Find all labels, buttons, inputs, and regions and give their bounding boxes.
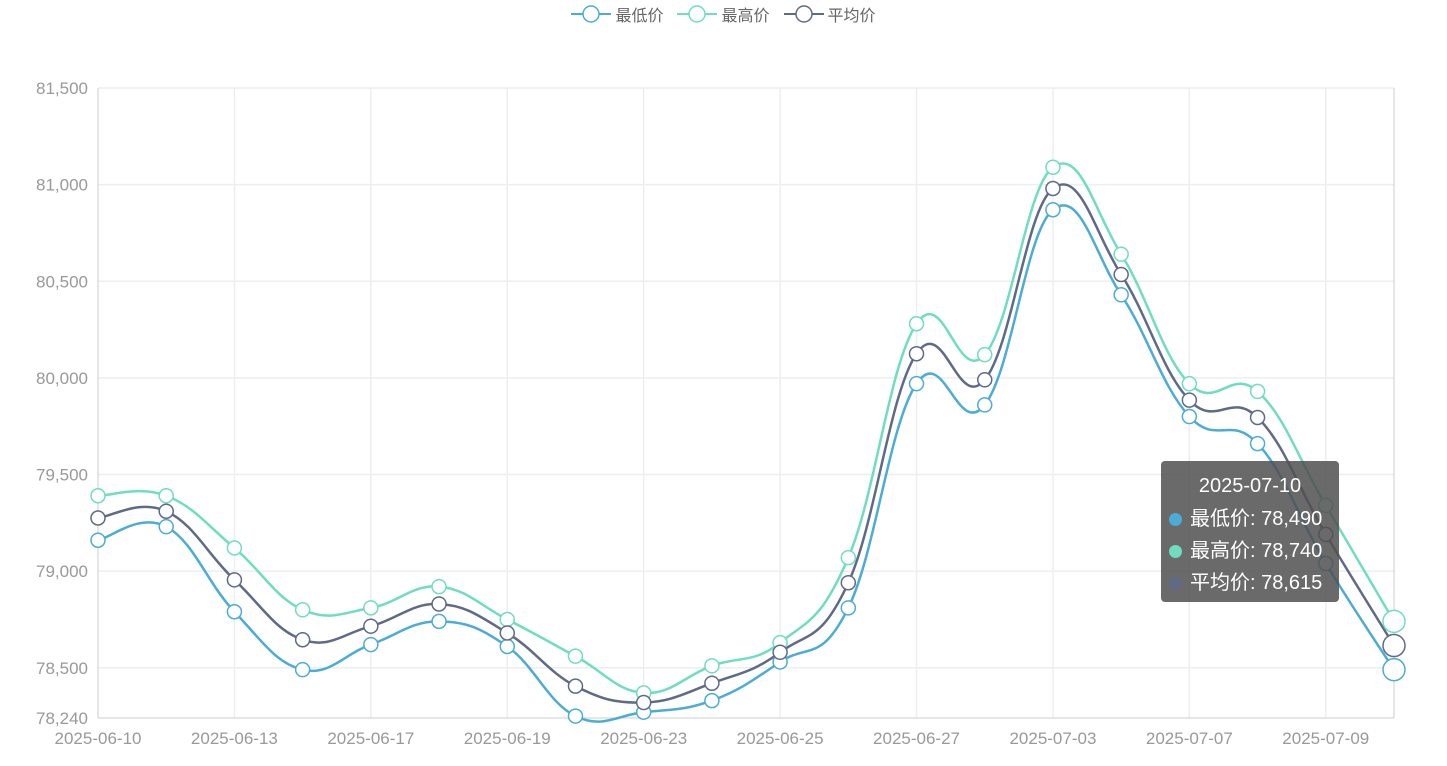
- chart-tooltip: 2025-07-10 最低价: 78,490 最高价: 78,740 平均价: …: [1161, 461, 1339, 602]
- tooltip-row-avg: 平均价: 78,615: [1169, 567, 1331, 599]
- data-point-low: [158, 518, 174, 535]
- data-point-high: [158, 488, 174, 504]
- data-point-high: [226, 540, 243, 556]
- data-point-high: [1249, 383, 1266, 400]
- data-point-avg: [976, 372, 993, 388]
- data-point-low: [431, 613, 447, 630]
- y-tick-label: 79,500: [36, 466, 88, 485]
- data-point-low: [1181, 408, 1198, 425]
- legend-marker-low-icon: [571, 5, 612, 23]
- data-point-avg: [1113, 266, 1129, 283]
- x-tick-label: 2025-06-17: [327, 729, 414, 748]
- series-line-avg: [97, 183, 1396, 704]
- data-point-avg: [567, 678, 584, 694]
- data-point-low: [226, 603, 243, 620]
- series-line-high: [97, 162, 1396, 695]
- data-point-high: [1113, 246, 1129, 262]
- data-point-low: [1045, 201, 1061, 218]
- data-point-low: [363, 636, 379, 653]
- data-point-high: [90, 488, 106, 504]
- data-point-avg: [294, 631, 311, 648]
- data-point-avg: [635, 694, 652, 711]
- x-tick-label: 2025-07-07: [1146, 729, 1233, 748]
- data-point-low: [840, 600, 857, 616]
- x-tick-label: 2025-07-09: [1282, 729, 1369, 748]
- y-tick-label: 79,000: [36, 562, 88, 581]
- data-point-low: [1382, 657, 1406, 682]
- x-tick-label: 2025-06-23: [600, 729, 687, 748]
- data-point-high: [1382, 609, 1406, 634]
- data-point-low: [499, 638, 516, 655]
- x-tick-label: 2025-06-25: [737, 729, 824, 748]
- x-tick-label: 2025-06-27: [873, 729, 960, 748]
- tooltip-value-avg: 平均价: 78,615: [1190, 572, 1323, 594]
- data-point-avg: [499, 625, 516, 641]
- tooltip-title: 2025-07-10: [1198, 475, 1302, 497]
- data-point-high: [1045, 159, 1061, 175]
- x-tick-label: 2025-06-13: [191, 729, 278, 748]
- data-point-low: [90, 532, 106, 548]
- data-point-avg: [363, 618, 379, 634]
- legend-label-low: 最低价: [615, 8, 664, 25]
- legend-label-high: 最高价: [721, 8, 770, 25]
- data-point-high: [499, 611, 516, 628]
- tooltip-dot-avg-icon: [1169, 576, 1182, 590]
- x-tick-label: 2025-07-03: [1009, 729, 1096, 748]
- tooltip-value-low: 最低价: 78,490: [1190, 508, 1323, 530]
- data-point-low: [704, 692, 720, 709]
- data-point-high: [294, 602, 311, 618]
- legend-item-low[interactable]: 最低价: [571, 2, 663, 26]
- data-point-avg: [840, 574, 857, 591]
- data-point-avg: [1045, 180, 1061, 197]
- legend-label-avg: 平均价: [827, 8, 876, 25]
- tooltip-row-low: 最低价: 78,490: [1169, 503, 1331, 535]
- x-tick-label: 2025-06-10: [55, 729, 142, 748]
- data-point-high: [840, 549, 857, 566]
- data-point-avg: [431, 596, 447, 612]
- tooltip-dot-high-icon: [1169, 544, 1182, 558]
- chart-legend: 最低价 最高价 平均价: [0, 2, 1447, 26]
- tooltip-row-high: 最高价: 78,740: [1169, 535, 1331, 567]
- data-point-avg: [772, 644, 788, 661]
- tooltip-dot-low-icon: [1169, 512, 1182, 526]
- legend-item-avg[interactable]: 平均价: [783, 2, 876, 26]
- data-point-low: [1113, 287, 1129, 303]
- y-tick-label: 80,000: [36, 369, 88, 388]
- data-point-high: [908, 316, 925, 332]
- data-point-high: [704, 658, 720, 674]
- y-tick-label: 78,500: [36, 659, 88, 678]
- data-point-avg: [1249, 409, 1266, 426]
- data-point-high: [363, 600, 379, 616]
- data-point-low: [294, 661, 311, 678]
- data-point-low: [567, 708, 584, 724]
- data-point-high: [976, 346, 993, 363]
- data-point-high: [431, 578, 447, 595]
- data-point-high: [567, 648, 584, 664]
- y-tick-label: 78,240: [36, 709, 88, 728]
- data-point-avg: [704, 675, 720, 691]
- legend-marker-avg-icon: [783, 5, 824, 23]
- y-tick-label: 81,000: [36, 176, 88, 195]
- data-point-avg: [908, 345, 925, 362]
- data-point-low: [1249, 435, 1266, 452]
- data-point-avg: [158, 503, 174, 519]
- tooltip-value-high: 最高价: 78,740: [1190, 540, 1323, 562]
- data-point-avg: [90, 510, 106, 526]
- y-tick-label: 80,500: [36, 272, 88, 291]
- data-point-high: [1181, 375, 1198, 392]
- x-tick-label: 2025-06-19: [464, 729, 551, 748]
- data-point-low: [908, 375, 925, 392]
- data-point-avg: [226, 572, 243, 588]
- legend-item-high[interactable]: 最高价: [677, 2, 770, 26]
- data-point-low: [976, 397, 993, 413]
- y-tick-label: 81,500: [36, 79, 88, 98]
- legend-marker-high-icon: [677, 5, 718, 23]
- data-point-avg: [1181, 392, 1198, 408]
- data-point-avg: [1382, 633, 1406, 658]
